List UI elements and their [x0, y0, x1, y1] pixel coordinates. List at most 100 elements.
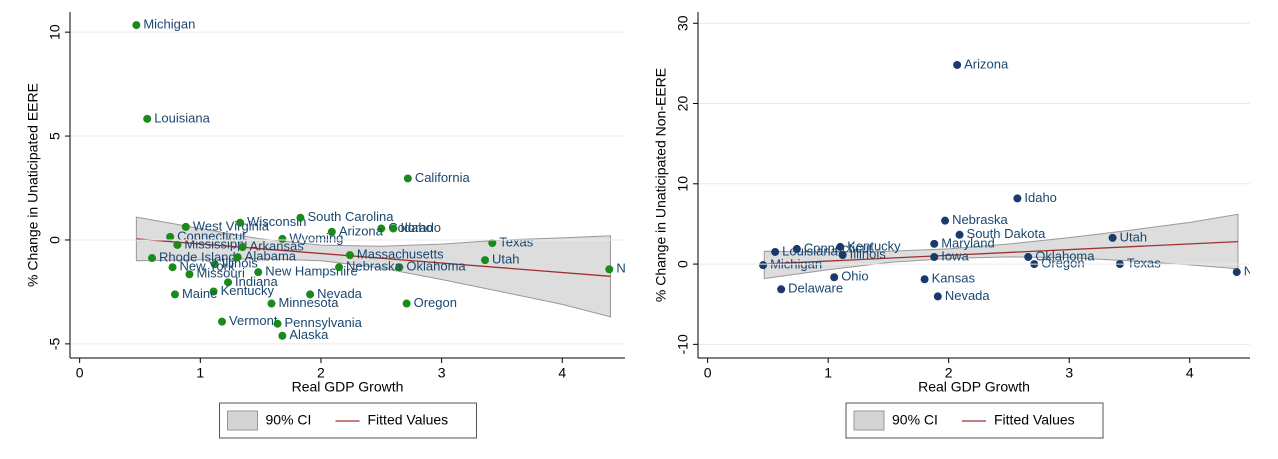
point-label: Ohio [841, 269, 868, 284]
point-label: Illinois [850, 246, 887, 261]
point [941, 216, 950, 225]
point-label: North Dakota [1244, 264, 1278, 279]
y-tick-label: -5 [47, 337, 63, 350]
point [238, 243, 247, 252]
point-label: Nebraska [952, 212, 1008, 227]
legend-label: 90% CI [892, 412, 938, 428]
point [345, 251, 354, 260]
point [254, 268, 263, 277]
fit-line [136, 238, 611, 277]
y-tick-label: 0 [47, 236, 63, 244]
point-label: Massachusetts [357, 247, 444, 262]
point [933, 292, 942, 301]
legend-swatch [853, 410, 885, 431]
legend-label: 90% CI [266, 412, 312, 428]
point [759, 261, 768, 270]
point [132, 21, 141, 30]
point [1013, 194, 1022, 203]
plot-content: Michigan Louisiana California West Virginia… [132, 17, 625, 342]
point [1232, 268, 1241, 277]
point-label: Arkansas [250, 238, 305, 253]
x-tick-label: 1 [196, 365, 204, 381]
point-label: Idaho [400, 220, 433, 235]
point [930, 239, 939, 248]
point-label: Nevada [945, 288, 991, 303]
x-tick-label: 2 [317, 365, 325, 381]
point [771, 247, 780, 256]
point [955, 230, 964, 239]
y-tick-label: 10 [47, 24, 63, 40]
point-label: South Carolina [307, 209, 394, 224]
point-label: Alabama [245, 249, 297, 264]
legend-swatch [227, 410, 258, 431]
legend [845, 402, 1104, 439]
point [403, 174, 412, 183]
point-label: Vermont [229, 313, 278, 328]
point-label: Maine [182, 286, 217, 301]
point [792, 244, 801, 253]
point-label: Maryland [941, 235, 994, 250]
point-label: New York [180, 259, 235, 274]
point-label: Illinois [222, 256, 259, 271]
point-label: Alaska [289, 327, 329, 342]
point [1108, 233, 1117, 242]
point-label: California [415, 170, 471, 185]
point [166, 232, 175, 241]
x-tick-label: 0 [704, 365, 712, 381]
point-label: Michigan [143, 17, 195, 32]
point [148, 254, 157, 263]
point-label: New Hampshire [265, 264, 357, 279]
point-label: Louisiana [154, 110, 210, 125]
point-label: Wisconsin [247, 214, 306, 229]
point-label: Nebraska [346, 259, 402, 274]
point [605, 265, 614, 274]
plot: Michigan Louisiana California West Virginia… [25, 12, 625, 439]
point-label: Oregon [1041, 256, 1084, 271]
point-label: Delaware [788, 281, 843, 296]
point [953, 60, 962, 69]
x-tick-label: 4 [1186, 365, 1194, 381]
point [233, 253, 242, 262]
point-label: Texas [1127, 256, 1161, 271]
fit-line [764, 240, 1238, 265]
point-label: Oklahoma [406, 259, 466, 274]
point-label: Arizona [964, 56, 1009, 71]
y-tick-label: 20 [675, 96, 691, 112]
point [273, 319, 282, 328]
x-axis-title: Real GDP Growth [918, 379, 1030, 395]
point-label: Idaho [1024, 190, 1057, 205]
point-label: Kentucky [847, 238, 901, 253]
point [838, 251, 847, 260]
plot-area [698, 12, 1250, 358]
point-label: Utah [1120, 229, 1147, 244]
point [830, 273, 839, 282]
point-label: Nevada [317, 286, 363, 301]
point [481, 256, 490, 265]
x-tick-label: 1 [824, 365, 832, 381]
y-axis-title: % Change in Unaticipated Non-EERE [653, 68, 669, 302]
y-axis-title: % Change in Unaticipated EERE [25, 83, 41, 287]
point-label: Missouri [196, 266, 245, 281]
point-label: West Virginia [193, 218, 270, 233]
y-tick-label: -10 [675, 334, 691, 354]
y-tick-label: 5 [47, 132, 63, 140]
point-label: South Dakota [967, 226, 1047, 241]
point-label: Rhode Island [159, 249, 236, 264]
point [224, 278, 233, 287]
point-label: Texas [499, 235, 533, 250]
point-label: Colorado [388, 220, 441, 235]
y-tick-label: 0 [675, 260, 691, 268]
point [920, 275, 929, 284]
x-tick-label: 4 [558, 365, 566, 381]
point [377, 224, 386, 233]
point-label: Kansas [932, 271, 976, 286]
point [278, 234, 287, 243]
point [836, 242, 845, 251]
point-label: Arizona [339, 223, 384, 238]
point [267, 299, 276, 308]
y-tick-label: 30 [675, 15, 691, 31]
point [488, 239, 497, 248]
